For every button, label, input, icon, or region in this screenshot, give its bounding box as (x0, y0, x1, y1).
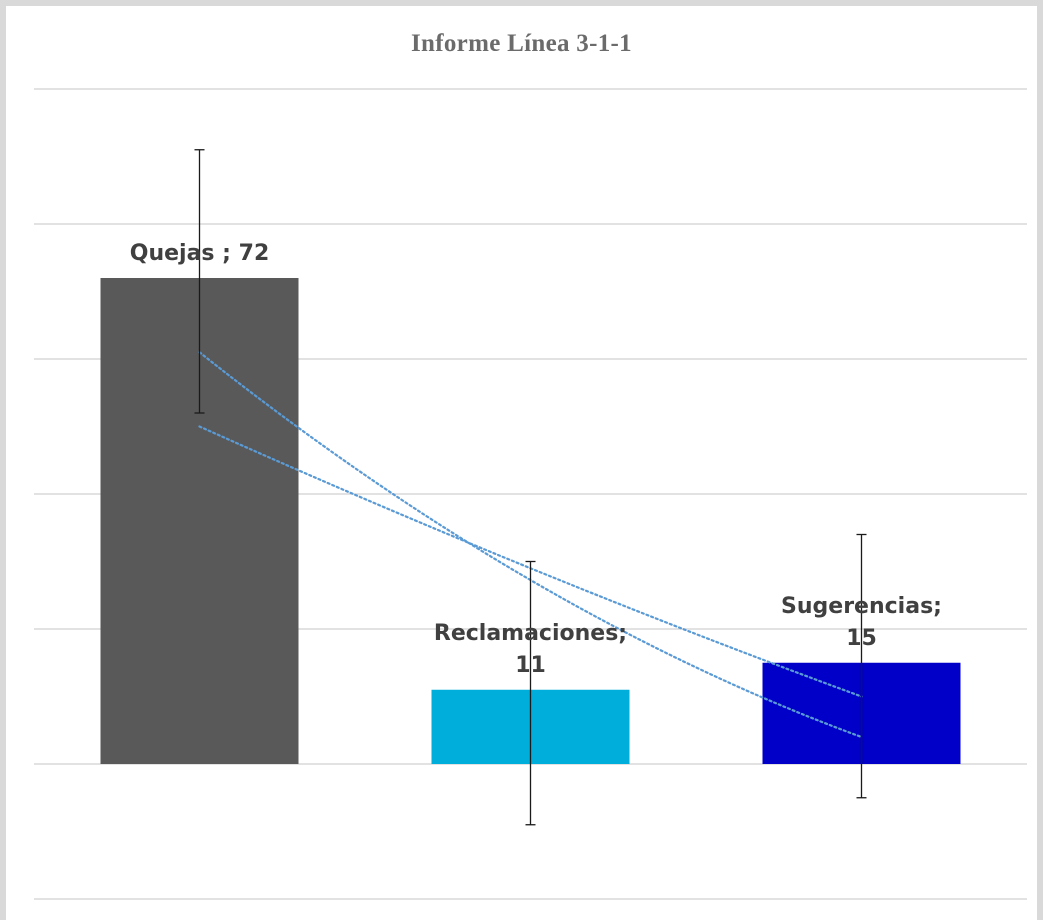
data-label-line: 11 (515, 653, 546, 678)
data-label-line: Quejas ; 72 (130, 241, 270, 266)
error-bars (194, 149, 867, 826)
data-label-quejas: Quejas ; 72 (130, 241, 270, 266)
chart-title: Informe Línea 3-1-1 (411, 30, 632, 57)
data-label-reclamaciones: Reclamaciones; 11 (434, 621, 627, 678)
data-label-line: Reclamaciones; (434, 621, 627, 646)
data-label-line: Sugerencias; (781, 594, 942, 619)
data-labels: Quejas ; 72 Reclamaciones; 11 Sugerencias; 1… (130, 241, 942, 678)
data-label-sugerencias: Sugerencias; 15 (781, 594, 942, 651)
data-label-line: 15 (846, 626, 877, 651)
